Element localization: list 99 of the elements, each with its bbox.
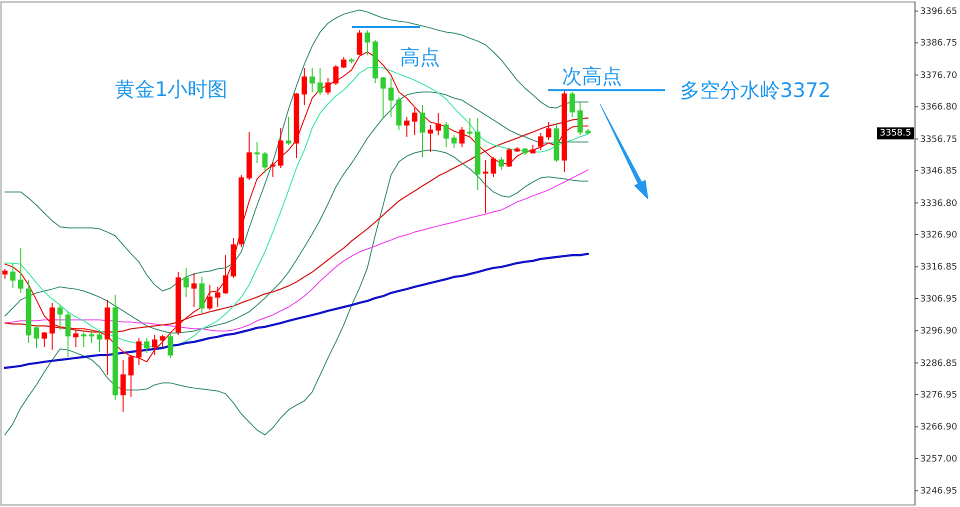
- candlestick: [412, 108, 418, 136]
- candlestick: [388, 77, 394, 118]
- y-tick-label: 3246.95: [920, 486, 958, 497]
- candlestick: [176, 272, 181, 336]
- y-tick-label: 3266.90: [920, 422, 958, 433]
- y-tick-label: 3366.80: [920, 102, 958, 113]
- candlestick: [546, 122, 552, 141]
- candlestick: [570, 92, 575, 118]
- candlestick: [73, 330, 79, 348]
- y-tick-label: 3326.90: [920, 230, 958, 240]
- candlestick: [310, 68, 315, 93]
- candlestick: [18, 248, 24, 294]
- candlestick: [183, 267, 189, 298]
- candlestick: [2, 268, 8, 280]
- candlestick: [302, 68, 308, 106]
- y-tick-label: 3316.85: [920, 262, 958, 273]
- candlestick: [50, 302, 55, 350]
- annotation: 高点: [400, 44, 440, 69]
- candlestick: [42, 331, 48, 348]
- annotation: 3358.5: [880, 128, 912, 138]
- candlestick: [356, 30, 362, 56]
- line-series: [4, 169, 589, 332]
- candlestick: [538, 132, 544, 151]
- candlestick: [34, 324, 40, 349]
- candlestick: [10, 262, 16, 289]
- candlestick: [120, 359, 126, 412]
- y-tick-label: 3306.95: [920, 294, 958, 304]
- candlestick: [222, 254, 228, 294]
- candlestick: [168, 332, 174, 358]
- candlestick: [26, 280, 32, 344]
- y-tick-label: 3276.95: [920, 390, 958, 401]
- candlestick: [451, 134, 457, 149]
- candlestick: [577, 101, 583, 136]
- y-tick-label: 3396.65: [920, 7, 958, 18]
- candlestick: [286, 116, 292, 146]
- candlestick: [436, 112, 441, 136]
- candlestick: [475, 117, 480, 191]
- candlestick: [482, 159, 488, 214]
- candlestick: [459, 126, 465, 148]
- candlestick: [136, 338, 142, 366]
- annotation: 次高点: [562, 64, 622, 88]
- candlestick: [294, 92, 300, 159]
- candlestick: [96, 330, 102, 352]
- candlestick: [372, 40, 378, 84]
- candlestick: [554, 122, 560, 162]
- candlestick: [530, 144, 536, 154]
- candlestick: [444, 122, 449, 148]
- line-series: [4, 252, 590, 369]
- candlestick: [215, 286, 220, 308]
- candlestick: [341, 56, 346, 68]
- y-tick-label: 3386.75: [920, 38, 958, 49]
- y-tick-label: 3257.00: [920, 454, 958, 464]
- candlestick: [348, 58, 354, 64]
- candlestick: [585, 128, 591, 134]
- candlestick: [191, 272, 197, 308]
- candlestick: [262, 151, 268, 174]
- candlestick: [112, 294, 118, 400]
- candlestick: [238, 174, 244, 248]
- candlestick: [230, 238, 236, 278]
- candlestick: [333, 64, 339, 86]
- candlestick: [81, 331, 86, 348]
- y-tick-label: 3346.85: [920, 166, 958, 177]
- y-tick-label: 3356.75: [920, 134, 958, 145]
- candlestick: [88, 330, 94, 344]
- candlestick: [420, 104, 426, 158]
- candlestick: [152, 334, 158, 356]
- candlestick: [467, 117, 472, 138]
- candlestick: [246, 132, 252, 181]
- candlestick: [506, 148, 512, 168]
- candlestick: [380, 76, 386, 118]
- candlestick: [514, 146, 520, 152]
- candlestick: [396, 96, 402, 131]
- candlestick: [254, 142, 260, 164]
- y-tick-label: 3296.90: [920, 326, 958, 337]
- candlestick: [278, 127, 284, 168]
- ref-line-label: 多空分水岭3372: [680, 78, 831, 102]
- candlestick: [562, 90, 568, 173]
- candlestick: [325, 77, 331, 96]
- candlestick: [128, 354, 134, 398]
- candlestick: [490, 156, 496, 178]
- candlestick: [522, 148, 528, 156]
- line-series: [4, 150, 589, 436]
- candlestick: [160, 334, 166, 348]
- candlestick: [65, 311, 71, 358]
- candlestick: [57, 304, 63, 331]
- y-tick-label: 3286.85: [920, 358, 958, 369]
- candlestick: [404, 116, 410, 138]
- candlestick: [144, 338, 150, 354]
- y-tick-label: 3376.70: [920, 70, 958, 81]
- y-tick-label: 3336.80: [920, 198, 958, 209]
- candlestick: [428, 124, 434, 152]
- candlestick: [364, 30, 370, 56]
- candlestick: [199, 276, 205, 314]
- text: 黄金1小时图: [115, 77, 228, 101]
- candlestick: [317, 68, 323, 96]
- candlestick: [207, 284, 212, 310]
- candlestick: [270, 161, 276, 178]
- candlestick: [498, 156, 504, 170]
- candlestick: [104, 299, 110, 376]
